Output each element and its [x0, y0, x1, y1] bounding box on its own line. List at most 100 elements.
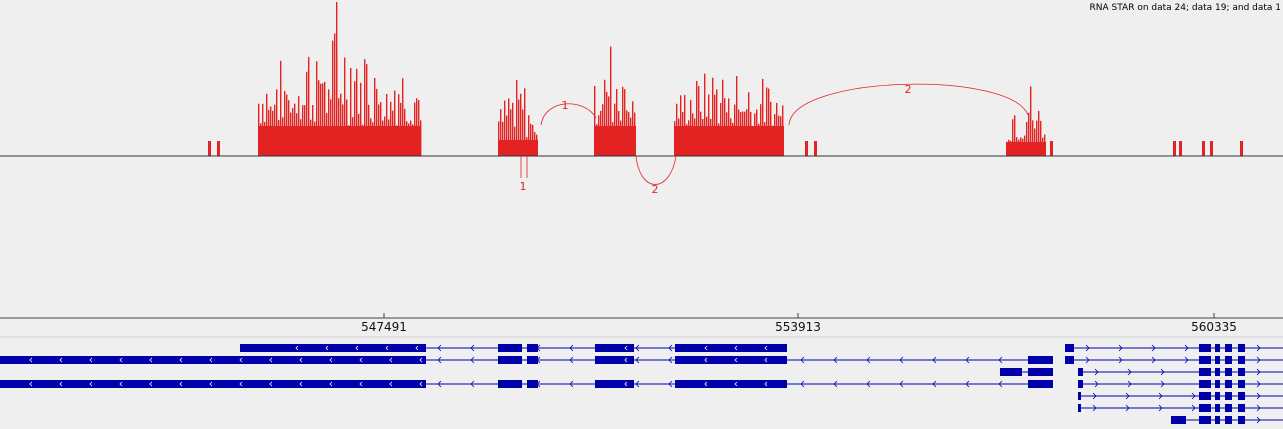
coverage-bar [390, 101, 392, 156]
junction-arc-2-minus[interactable] [635, 155, 677, 185]
exon-block[interactable] [498, 344, 522, 352]
exon-block[interactable] [1238, 380, 1245, 388]
coverage-bar [596, 124, 598, 156]
exon-block[interactable] [675, 344, 787, 352]
coverage-bar [318, 80, 320, 156]
strand-chevron-icon [668, 344, 673, 352]
exon-block[interactable] [1238, 344, 1245, 352]
coverage-bar [372, 122, 374, 156]
coverage-bar [364, 59, 366, 157]
coverage-bar [1034, 128, 1036, 156]
coverage-bar [678, 118, 680, 156]
exon-block[interactable] [1078, 392, 1081, 400]
exon-block[interactable] [1225, 392, 1232, 400]
strand-chevron-icon [1256, 344, 1261, 352]
exon-block[interactable] [1199, 344, 1211, 352]
exon-block[interactable] [1238, 416, 1245, 424]
exon-block[interactable] [675, 380, 787, 388]
exon-block[interactable] [498, 356, 522, 364]
exon-block[interactable] [595, 344, 634, 352]
exon-block[interactable] [1238, 356, 1245, 364]
exon-block[interactable] [595, 356, 634, 364]
strand-chevron-icon [704, 345, 708, 351]
exon-block[interactable] [1225, 404, 1232, 412]
coverage-bar [1026, 122, 1028, 156]
junction-arc-2-plus[interactable] [788, 83, 1029, 126]
coverage-bar [330, 99, 332, 156]
exon-block[interactable] [1215, 344, 1220, 352]
exon-block[interactable] [1078, 368, 1083, 376]
exon-block[interactable] [1199, 416, 1211, 424]
exon-block[interactable] [266, 344, 426, 352]
coverage-bar [724, 98, 726, 156]
exon-block[interactable] [1215, 380, 1220, 388]
exon-block[interactable] [1078, 380, 1083, 388]
strand-chevron-icon [239, 381, 243, 387]
exon-block[interactable] [1215, 404, 1220, 412]
exon-block[interactable] [1028, 368, 1053, 376]
exon-block[interactable] [1065, 344, 1074, 352]
exon-block[interactable] [1238, 368, 1245, 376]
exon-block[interactable] [1238, 404, 1245, 412]
coverage-bar [714, 94, 716, 156]
exon-block[interactable] [1215, 356, 1220, 364]
exon-block[interactable] [1000, 368, 1022, 376]
coverage-bar [1173, 141, 1176, 156]
coverage-bar [614, 103, 616, 156]
junction-arc-1-minus[interactable] [520, 156, 528, 178]
coverage-bar [368, 104, 370, 156]
exon-block[interactable] [1065, 356, 1074, 364]
gene-annotation-track[interactable] [0, 338, 1283, 429]
strand-chevron-icon [1092, 404, 1097, 412]
junction-label: 2 [905, 83, 912, 96]
utr-block[interactable] [240, 344, 266, 352]
strand-chevron-icon [932, 380, 937, 388]
exon-block[interactable] [527, 356, 538, 364]
strand-chevron-icon [329, 381, 333, 387]
exon-block[interactable] [1199, 392, 1211, 400]
exon-block[interactable] [1199, 356, 1211, 364]
exon-block[interactable] [1238, 392, 1245, 400]
strand-chevron-icon [1118, 356, 1123, 364]
exon-block[interactable] [595, 380, 634, 388]
track-title: RNA STAR on data 24; data 19; and data 1 [1089, 3, 1281, 13]
coverage-bar [730, 118, 732, 156]
coverage-track[interactable]: 1 1 2 2 [0, 0, 1283, 300]
strand-chevron-icon [1256, 368, 1261, 376]
exon-block[interactable] [1028, 380, 1053, 388]
exon-block[interactable] [498, 380, 522, 388]
exon-block[interactable] [527, 380, 538, 388]
strand-chevron-icon [734, 381, 738, 387]
exon-block[interactable] [1171, 416, 1186, 424]
exon-block[interactable] [1199, 368, 1211, 376]
exon-block[interactable] [1078, 404, 1081, 412]
coverage-bar [680, 95, 682, 156]
coverage-bar [1018, 139, 1020, 156]
exon-block[interactable] [1215, 392, 1220, 400]
exon-block[interactable] [527, 344, 538, 352]
exon-block[interactable] [1225, 344, 1232, 352]
coverage-bar [706, 116, 708, 156]
exon-block[interactable] [1199, 404, 1211, 412]
coverage-bar [350, 68, 352, 156]
coverage-bar [704, 73, 706, 156]
exon-block[interactable] [1225, 356, 1232, 364]
coverage-bar [290, 112, 292, 156]
exon-block[interactable] [1225, 368, 1232, 376]
coverage-bar [764, 122, 766, 156]
exon-block[interactable] [0, 380, 426, 388]
strand-chevron-icon [764, 357, 768, 363]
strand-chevron-icon [624, 381, 628, 387]
strand-chevron-icon [385, 345, 389, 351]
exon-block[interactable] [0, 356, 426, 364]
exon-block[interactable] [1215, 368, 1220, 376]
exon-block[interactable] [1225, 380, 1232, 388]
junction-arc-1-plus[interactable] [540, 103, 597, 126]
exon-block[interactable] [1028, 356, 1053, 364]
coverage-bar [758, 123, 760, 156]
exon-block[interactable] [1199, 380, 1211, 388]
exon-block[interactable] [1225, 416, 1232, 424]
strand-chevron-icon [470, 356, 475, 364]
exon-block[interactable] [675, 356, 787, 364]
exon-block[interactable] [1215, 416, 1220, 424]
